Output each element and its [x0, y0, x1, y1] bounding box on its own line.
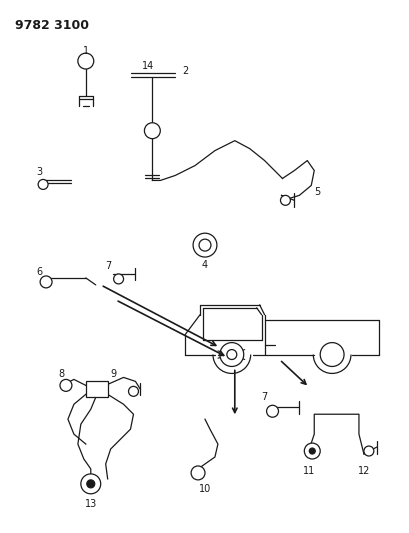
- Circle shape: [219, 343, 243, 367]
- Text: 6: 6: [36, 267, 42, 277]
- Text: 9: 9: [110, 369, 117, 379]
- Circle shape: [303, 443, 319, 459]
- Circle shape: [128, 386, 138, 397]
- Text: 3: 3: [36, 167, 42, 177]
- Text: 7: 7: [261, 392, 267, 402]
- Text: 11: 11: [302, 466, 315, 476]
- Bar: [85, 382, 108, 397]
- Circle shape: [266, 405, 278, 417]
- Text: 2: 2: [182, 66, 188, 76]
- Circle shape: [191, 466, 204, 480]
- Text: 9782 3100: 9782 3100: [15, 19, 89, 33]
- Circle shape: [280, 196, 290, 205]
- Text: 10: 10: [198, 484, 211, 494]
- Circle shape: [308, 448, 315, 454]
- Circle shape: [78, 53, 94, 69]
- Text: 13: 13: [84, 499, 97, 509]
- Text: 7: 7: [105, 261, 112, 271]
- Circle shape: [40, 276, 52, 288]
- Text: 14: 14: [142, 61, 154, 71]
- Circle shape: [60, 379, 72, 391]
- Circle shape: [87, 480, 94, 488]
- Circle shape: [38, 180, 48, 189]
- Circle shape: [113, 274, 123, 284]
- Text: 8: 8: [58, 369, 64, 379]
- Circle shape: [363, 446, 373, 456]
- Circle shape: [198, 239, 211, 251]
- Circle shape: [319, 343, 343, 367]
- Circle shape: [144, 123, 160, 139]
- Text: 12: 12: [357, 466, 369, 476]
- Circle shape: [226, 350, 236, 360]
- Text: 4: 4: [202, 260, 207, 270]
- Text: 5: 5: [313, 188, 319, 197]
- Circle shape: [81, 474, 101, 494]
- Text: 1: 1: [83, 46, 89, 56]
- Circle shape: [193, 233, 216, 257]
